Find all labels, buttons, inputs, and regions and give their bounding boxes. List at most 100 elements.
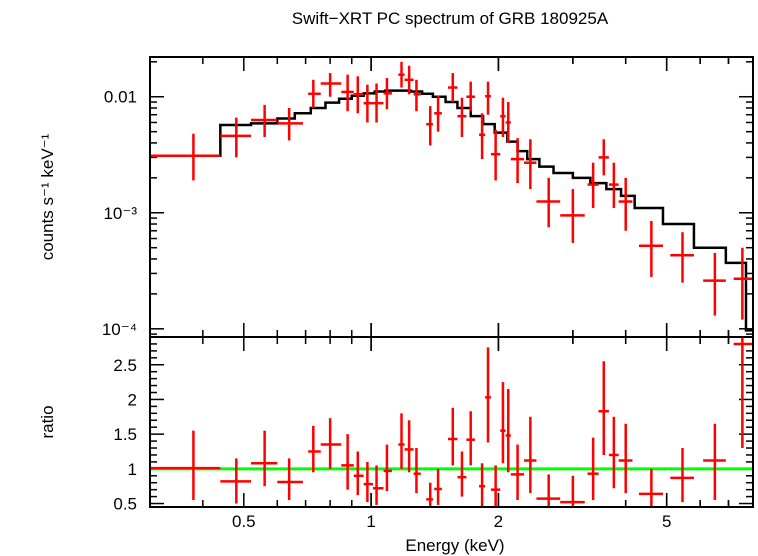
ratio-panel: 0.5 1 1.5 2 2.5 ratio [38, 336, 754, 514]
ratio-data-point [398, 413, 405, 469]
ratio-data-point [598, 361, 609, 455]
spectrum-data-point [490, 129, 501, 181]
spectrum-data-point [608, 162, 619, 208]
spectrum-data-points [150, 61, 753, 320]
spectrum-data-point [426, 106, 433, 146]
spectrum-data-point [413, 79, 421, 112]
y-tick-label: 0.01 [104, 88, 137, 107]
ratio-data-point [638, 468, 663, 507]
ratio-data-point [733, 337, 753, 449]
ratio-data-point [372, 465, 384, 505]
spectrum-data-point [466, 81, 475, 112]
spectrum-data-point [457, 97, 467, 137]
y-tick-label: 2.5 [113, 356, 137, 375]
spectrum-data-point [638, 220, 663, 277]
ratio-data-point [251, 430, 278, 487]
ratio-data-point [524, 416, 537, 494]
spectrum-data-point [277, 107, 303, 141]
ratio-data-point [587, 437, 599, 501]
ratio-data-point [353, 451, 364, 496]
spectrum-data-point [251, 104, 278, 137]
spectrum-data-point [220, 117, 252, 158]
spectrum-data-point [372, 83, 384, 123]
ratio-data-point [448, 407, 458, 466]
y-tick-label: 0.5 [113, 495, 137, 514]
spectrum-data-point [598, 139, 609, 176]
spectrum-data-point [524, 139, 537, 190]
ratio-data-point [277, 458, 303, 501]
spectrum-data-point [670, 232, 694, 283]
chart-title: Swift−XRT PC spectrum of GRB 180925A [292, 9, 609, 28]
spectrum-data-point [536, 177, 561, 228]
x-tick-label: 2 [494, 512, 503, 531]
ratio-data-point [341, 434, 354, 490]
spectrum-y-axis-label: counts s⁻¹ keV⁻¹ [38, 133, 57, 260]
spectrum-data-point [308, 79, 321, 108]
ratio-data-point [426, 482, 433, 507]
spectrum-data-point [404, 65, 414, 95]
ratio-data-point [670, 448, 694, 503]
spectrum-data-point [500, 97, 506, 137]
ratio-data-point [220, 458, 252, 504]
ratio-data-point [383, 444, 392, 492]
y-tick-label: 1 [128, 460, 137, 479]
spectrum-data-point [505, 102, 511, 143]
spectrum-data-point [341, 74, 354, 112]
ratio-y-tick-labels: 0.5 1 1.5 2 2.5 [113, 356, 137, 514]
ratio-data-points [150, 337, 753, 507]
x-tick-label: 0.5 [232, 512, 256, 531]
ratio-data-point [434, 468, 442, 505]
spectrum-plot-frame [149, 56, 754, 338]
spectrum-data-point [383, 78, 392, 110]
ratio-data-point [457, 451, 467, 497]
spectrum-data-point [510, 138, 525, 184]
ratio-data-point [308, 425, 321, 473]
model-step-line [150, 89, 753, 332]
y-tick-label: 1.5 [113, 425, 137, 444]
model-step-curve [150, 89, 753, 332]
ratio-data-point [703, 423, 726, 501]
spectrum-data-point [398, 61, 405, 88]
ratio-data-point [560, 475, 585, 507]
ratio-data-point [618, 423, 633, 494]
ratio-data-point [413, 448, 421, 494]
ratio-data-point [466, 411, 475, 466]
spectrum-data-point [434, 95, 442, 132]
ratio-data-point [320, 418, 342, 469]
spectrum-data-point [320, 73, 342, 97]
spectrum-y-tick-labels: 0.01 10⁻³ 10⁻⁴ [102, 88, 138, 339]
spectrum-data-point [150, 133, 221, 181]
spectrum-data-point [485, 81, 491, 115]
y-tick-label: 10⁻³ [103, 204, 137, 223]
ratio-data-point [404, 420, 414, 473]
ratio-data-point [505, 389, 511, 473]
spectrum-data-point [479, 113, 486, 160]
spectrum-data-point [587, 162, 599, 208]
spectrum-data-point [733, 247, 753, 320]
ratio-data-point [490, 465, 501, 507]
ratio-data-point [608, 416, 619, 489]
ratio-data-point [485, 347, 491, 443]
spectrum-data-point [618, 177, 633, 231]
ratio-data-point [363, 461, 373, 503]
spectrum-data-point [560, 189, 585, 243]
y-tick-label: 2 [128, 390, 137, 409]
x-tick-label: 5 [662, 512, 671, 531]
spectrum-data-point [353, 76, 364, 114]
ratio-data-point [479, 463, 486, 507]
x-tick-labels: 0.5 1 2 5 [232, 512, 671, 531]
ratio-data-point [536, 474, 561, 507]
x-axis-label: Energy (keV) [405, 536, 504, 555]
spectrum-data-point [703, 253, 726, 316]
ratio-data-point [150, 430, 221, 501]
ratio-data-point [500, 382, 506, 464]
spectrum-panel: 0.01 10⁻³ 10⁻⁴ counts s⁻¹ keV⁻¹ [38, 56, 754, 339]
ratio-y-axis-label: ratio [38, 405, 57, 438]
spectrum-axis-ticks [149, 57, 754, 337]
spectrum-data-point [448, 73, 458, 103]
ratio-data-point [510, 444, 525, 501]
x-tick-label: 1 [366, 512, 375, 531]
spectrum-data-point [363, 84, 373, 123]
y-tick-label: 10⁻⁴ [102, 320, 137, 339]
